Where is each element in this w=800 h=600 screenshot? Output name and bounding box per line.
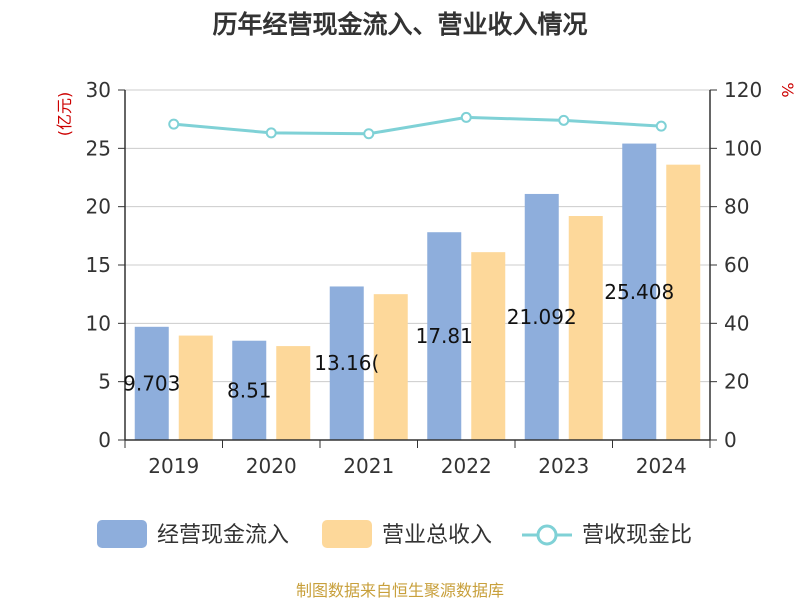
ratio-point bbox=[265, 127, 277, 139]
x-axis-tick-label: 2020 bbox=[246, 454, 297, 478]
legend: 经营现金流入 营业总收入 营收现金比 bbox=[97, 520, 692, 548]
right-axis-tick-label: 100 bbox=[724, 136, 762, 160]
ratio-line-series bbox=[168, 111, 667, 140]
legend-label-revenue: 营业总收入 bbox=[382, 523, 492, 548]
bar-value-label: 9.703 bbox=[123, 371, 180, 395]
right-axis-tick-label: 120 bbox=[724, 78, 762, 102]
ratio-point bbox=[460, 111, 472, 123]
tick-labels: 0 5 10 15 20 25 30 0 20 40 60 80 100 120 2019 2020 2021 2… bbox=[86, 78, 763, 478]
right-axis-tick-label: 80 bbox=[724, 195, 749, 219]
bar-revenue bbox=[373, 294, 408, 440]
bar-revenue bbox=[568, 216, 603, 440]
right-axis-tick-label: 60 bbox=[724, 253, 749, 277]
left-axis-tick-label: 0 bbox=[98, 428, 111, 452]
ratio-line bbox=[173, 115, 662, 136]
legend-label-ratio: 营收现金比 bbox=[582, 523, 692, 548]
bar-value-label: 21.092 bbox=[507, 305, 577, 329]
bar-data-labels: 9.703 8.51 13.16( 17.81 21.092 25.408 bbox=[123, 280, 674, 403]
gridlines bbox=[125, 89, 710, 383]
bar-value-label: 13.16( bbox=[314, 351, 379, 375]
right-axis-tick-label: 40 bbox=[724, 311, 749, 335]
legend-label-cash-inflow: 经营现金流入 bbox=[157, 523, 289, 548]
ratio-point bbox=[168, 118, 180, 130]
bar-cash-inflow bbox=[134, 326, 169, 440]
bar-cash-inflow bbox=[524, 193, 559, 440]
bar-cash-inflow bbox=[232, 340, 267, 440]
left-axis-unit: (亿元) bbox=[55, 92, 74, 137]
bar-value-label: 25.408 bbox=[604, 280, 674, 304]
x-axis-tick-label: 2022 bbox=[441, 454, 492, 478]
bar-cash-inflow bbox=[427, 232, 462, 440]
ratio-point bbox=[558, 114, 570, 126]
bar-revenue bbox=[178, 335, 213, 440]
bar-revenue bbox=[276, 346, 311, 440]
x-axis-tick-label: 2021 bbox=[343, 454, 394, 478]
left-axis-tick-label: 15 bbox=[86, 253, 111, 277]
bar-cash-inflow bbox=[329, 286, 364, 440]
x-axis-tick-label: 2023 bbox=[538, 454, 589, 478]
left-axis-tick-label: 20 bbox=[86, 195, 111, 219]
left-axis-tick-label: 5 bbox=[98, 370, 111, 394]
bar-value-label: 8.51 bbox=[227, 378, 272, 402]
bar-revenue bbox=[471, 252, 506, 440]
x-axis-tick-label: 2019 bbox=[148, 454, 199, 478]
bar-revenue bbox=[666, 164, 701, 440]
bar-series bbox=[134, 143, 701, 440]
x-axis-tick-label: 2024 bbox=[636, 454, 687, 478]
ratio-point bbox=[363, 128, 375, 140]
right-axis-unit: % bbox=[778, 82, 797, 97]
legend-swatch-cash-inflow bbox=[97, 520, 147, 548]
left-axis-tick-label: 30 bbox=[86, 78, 111, 102]
source-note: 制图数据来自恒生聚源数据库 bbox=[296, 581, 504, 600]
bar-cash-inflow bbox=[622, 143, 657, 440]
chart-title: 历年经营现金流入、营业收入情况 bbox=[212, 10, 587, 39]
right-axis-tick-label: 20 bbox=[724, 370, 749, 394]
left-axis-tick-label: 25 bbox=[86, 136, 111, 160]
bar-value-label: 17.81 bbox=[416, 324, 473, 348]
legend-marker-ratio bbox=[536, 524, 558, 546]
ratio-point bbox=[655, 120, 667, 132]
legend-swatch-revenue bbox=[322, 520, 372, 548]
axes bbox=[118, 89, 717, 448]
left-axis-tick-label: 10 bbox=[86, 311, 111, 335]
right-axis-tick-label: 0 bbox=[724, 428, 737, 452]
